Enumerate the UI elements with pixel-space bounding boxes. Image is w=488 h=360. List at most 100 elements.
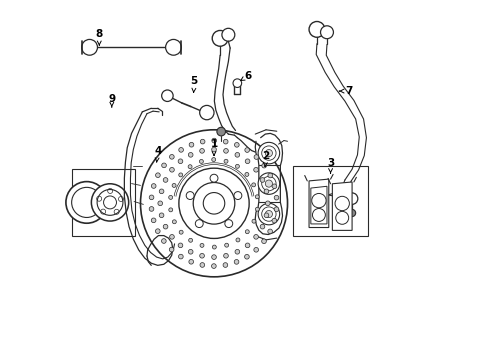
Circle shape bbox=[233, 192, 242, 199]
Text: 1: 1 bbox=[210, 139, 217, 156]
Circle shape bbox=[179, 148, 183, 152]
Bar bbox=[292, 166, 367, 235]
Circle shape bbox=[188, 153, 193, 157]
Circle shape bbox=[271, 218, 276, 223]
Circle shape bbox=[163, 224, 167, 229]
Text: 4: 4 bbox=[154, 146, 161, 162]
Text: 3: 3 bbox=[326, 158, 333, 174]
Circle shape bbox=[179, 168, 249, 238]
Circle shape bbox=[253, 167, 258, 172]
Circle shape bbox=[200, 139, 204, 144]
Circle shape bbox=[151, 184, 156, 188]
Circle shape bbox=[159, 213, 163, 217]
Circle shape bbox=[335, 211, 348, 224]
Circle shape bbox=[163, 177, 167, 182]
Circle shape bbox=[140, 130, 287, 277]
Circle shape bbox=[159, 189, 163, 194]
Circle shape bbox=[178, 159, 183, 163]
Circle shape bbox=[224, 159, 227, 163]
Circle shape bbox=[179, 173, 183, 177]
Circle shape bbox=[189, 143, 193, 147]
Circle shape bbox=[244, 172, 248, 176]
Circle shape bbox=[199, 253, 204, 258]
Circle shape bbox=[211, 138, 216, 143]
Circle shape bbox=[258, 203, 279, 225]
Bar bbox=[72, 169, 135, 235]
Circle shape bbox=[186, 192, 194, 199]
Circle shape bbox=[265, 201, 269, 206]
Text: 8: 8 bbox=[96, 30, 102, 45]
Circle shape bbox=[224, 243, 228, 247]
Circle shape bbox=[267, 173, 272, 178]
Circle shape bbox=[265, 211, 272, 218]
Circle shape bbox=[172, 184, 176, 188]
Circle shape bbox=[334, 196, 349, 211]
Text: 5: 5 bbox=[190, 76, 198, 92]
Circle shape bbox=[210, 174, 218, 182]
Circle shape bbox=[244, 148, 249, 152]
Circle shape bbox=[172, 220, 176, 224]
Circle shape bbox=[261, 163, 266, 168]
Polygon shape bbox=[308, 179, 328, 228]
Circle shape bbox=[234, 143, 239, 147]
Circle shape bbox=[169, 154, 174, 159]
Circle shape bbox=[161, 239, 166, 243]
Circle shape bbox=[211, 158, 215, 162]
Circle shape bbox=[244, 159, 249, 163]
Circle shape bbox=[271, 184, 276, 189]
Circle shape bbox=[233, 79, 241, 87]
Circle shape bbox=[251, 183, 255, 187]
Circle shape bbox=[244, 255, 249, 259]
Circle shape bbox=[212, 245, 216, 249]
Circle shape bbox=[255, 195, 259, 199]
Circle shape bbox=[155, 229, 160, 234]
Circle shape bbox=[211, 264, 216, 269]
Circle shape bbox=[151, 218, 156, 223]
Circle shape bbox=[178, 254, 183, 259]
Circle shape bbox=[254, 155, 258, 159]
Circle shape bbox=[200, 263, 204, 267]
Circle shape bbox=[162, 90, 173, 102]
Circle shape bbox=[200, 243, 203, 247]
Circle shape bbox=[264, 189, 268, 194]
Circle shape bbox=[244, 243, 249, 248]
Circle shape bbox=[311, 193, 325, 208]
Circle shape bbox=[253, 234, 258, 239]
Circle shape bbox=[235, 165, 239, 168]
Circle shape bbox=[251, 219, 255, 223]
Circle shape bbox=[235, 249, 239, 254]
Circle shape bbox=[348, 210, 355, 217]
Text: 2: 2 bbox=[262, 150, 269, 167]
Circle shape bbox=[261, 239, 266, 244]
Circle shape bbox=[211, 147, 216, 152]
Circle shape bbox=[169, 247, 174, 252]
Circle shape bbox=[199, 149, 204, 153]
Circle shape bbox=[258, 173, 279, 194]
Circle shape bbox=[258, 142, 279, 164]
Circle shape bbox=[236, 238, 240, 242]
Circle shape bbox=[260, 177, 264, 182]
Circle shape bbox=[265, 180, 272, 187]
Polygon shape bbox=[310, 186, 326, 224]
Circle shape bbox=[312, 208, 325, 221]
Circle shape bbox=[165, 40, 181, 55]
Circle shape bbox=[223, 253, 228, 258]
Circle shape bbox=[168, 208, 172, 212]
Circle shape bbox=[223, 263, 227, 267]
Circle shape bbox=[199, 105, 214, 120]
Circle shape bbox=[81, 40, 97, 55]
Circle shape bbox=[274, 207, 278, 212]
Circle shape bbox=[155, 173, 160, 177]
Circle shape bbox=[217, 127, 225, 136]
Circle shape bbox=[212, 31, 227, 46]
Circle shape bbox=[149, 195, 154, 200]
Circle shape bbox=[72, 187, 102, 217]
Circle shape bbox=[235, 153, 239, 157]
Circle shape bbox=[178, 243, 183, 248]
Circle shape bbox=[195, 220, 203, 228]
Circle shape bbox=[188, 249, 193, 254]
Circle shape bbox=[223, 149, 228, 153]
Circle shape bbox=[188, 238, 192, 242]
Circle shape bbox=[188, 260, 193, 264]
Circle shape bbox=[169, 167, 174, 172]
